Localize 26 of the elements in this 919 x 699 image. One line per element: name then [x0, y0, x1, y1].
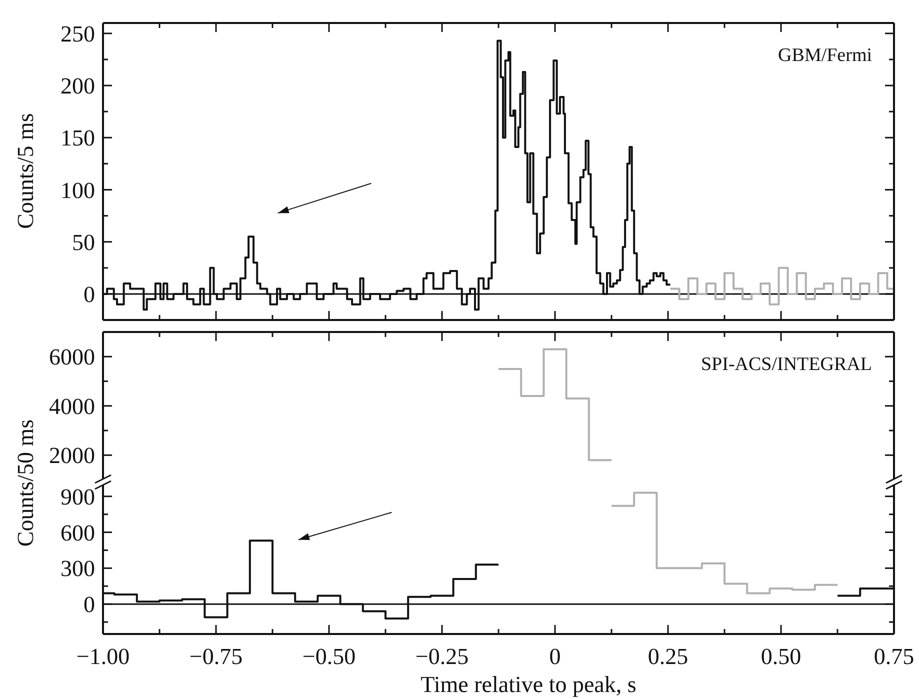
y-tick-label: 900 — [60, 484, 95, 510]
y-tick-label: 600 — [60, 520, 95, 546]
x-tick-label: −1.00 — [76, 644, 130, 669]
x-tick-label: −0.25 — [415, 644, 469, 669]
y-tick-label: 200 — [60, 74, 95, 99]
x-tick-label: 0.25 — [648, 644, 688, 669]
y-tick-label: 300 — [60, 556, 95, 582]
x-tick-label: 0.75 — [874, 644, 914, 669]
y-tick-label: 150 — [60, 126, 95, 151]
y-tick-label: 4000 — [49, 394, 95, 419]
x-tick-label: −0.75 — [189, 644, 243, 669]
y-tick-label: 100 — [60, 178, 95, 203]
y-tick-label: 50 — [72, 230, 95, 255]
annotation: GBM/Fermi — [778, 45, 872, 66]
annotation: SPI-ACS/INTEGRAL — [700, 354, 872, 375]
y-tick-label: 250 — [60, 21, 95, 46]
x-tick-label: −0.50 — [302, 644, 356, 669]
x-tick-label: 0 — [549, 644, 561, 669]
y-axis-title: Counts/5 ms — [13, 113, 38, 229]
x-tick-label: 0.50 — [760, 644, 802, 669]
y-axis-title: Counts/50 ms — [13, 419, 38, 547]
y-tick-label: 0 — [84, 282, 95, 307]
y-tick-label: 0 — [84, 592, 95, 618]
x-axis-title: Time relative to peak, s — [420, 672, 636, 697]
y-tick-label: 2000 — [49, 443, 95, 468]
y-tick-label: 6000 — [49, 344, 95, 370]
